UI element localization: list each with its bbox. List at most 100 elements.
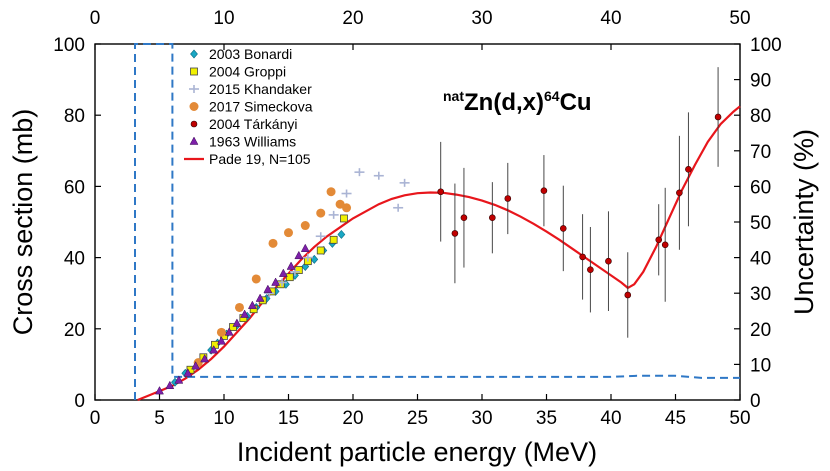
data-point bbox=[329, 235, 338, 244]
data-point bbox=[229, 323, 237, 331]
data-point bbox=[460, 214, 468, 222]
x-bottom-tick-label: 35 bbox=[536, 408, 557, 429]
reaction-sup: 64 bbox=[544, 88, 560, 104]
data-point bbox=[209, 345, 219, 354]
data-point bbox=[335, 199, 345, 209]
data-point bbox=[714, 113, 722, 121]
data-point bbox=[294, 250, 304, 260]
legend-entry-label: 2017 Simeckova bbox=[209, 99, 313, 115]
x-bottom-tick-label: 25 bbox=[407, 408, 428, 429]
data-point bbox=[341, 189, 352, 198]
x-top-tick-label: 0 bbox=[90, 8, 101, 29]
y2-axis-title: Uncertainty (%) bbox=[789, 129, 819, 315]
data-point bbox=[217, 336, 226, 345]
data-point bbox=[540, 187, 548, 194]
pade-fit-curve bbox=[137, 105, 741, 402]
data-point bbox=[337, 230, 346, 239]
data-point bbox=[579, 253, 586, 261]
y-right-tick-label: 80 bbox=[750, 106, 771, 127]
reaction-pre: nat bbox=[443, 88, 464, 104]
y-right-tick-label: 100 bbox=[750, 35, 782, 56]
x-top-tick-label: 10 bbox=[213, 8, 234, 29]
y-right-tick-label: 20 bbox=[750, 320, 771, 341]
y-left-tick-label: 100 bbox=[53, 35, 85, 56]
x-bottom-tick-label: 15 bbox=[278, 408, 299, 429]
x-bottom-tick-label: 40 bbox=[600, 408, 621, 429]
plot-frame bbox=[94, 43, 741, 401]
data-point bbox=[316, 208, 326, 218]
legend-marker bbox=[189, 136, 199, 145]
data-point bbox=[155, 386, 164, 395]
y-right-tick-label: 0 bbox=[750, 391, 761, 412]
legend-marker bbox=[190, 67, 198, 76]
data-point bbox=[234, 302, 244, 312]
data-point bbox=[286, 261, 296, 270]
data-point bbox=[300, 221, 310, 231]
data-point bbox=[310, 254, 319, 264]
data-point bbox=[504, 195, 512, 202]
data-point bbox=[165, 380, 175, 390]
data-point bbox=[624, 291, 632, 299]
x-bottom-tick-label: 20 bbox=[342, 408, 363, 429]
curves bbox=[134, 43, 741, 402]
y-right-tick-label: 60 bbox=[750, 177, 771, 198]
data-point bbox=[200, 354, 210, 363]
data-point bbox=[393, 203, 404, 212]
data-point bbox=[685, 166, 692, 173]
data-point bbox=[191, 361, 201, 370]
legend-entry-label: Pade 19, N=105 bbox=[209, 151, 311, 167]
y-right-tick-label: 30 bbox=[750, 284, 771, 305]
reaction-main: Zn(d,x) bbox=[464, 89, 544, 116]
x-top-tick-label: 30 bbox=[471, 8, 492, 29]
y-right-tick-label: 70 bbox=[750, 142, 771, 163]
legend-entry-label: 2003 Bonardi bbox=[209, 46, 292, 62]
legend-marker bbox=[189, 102, 199, 111]
data-point bbox=[340, 214, 348, 223]
data-point bbox=[587, 266, 594, 274]
data-point bbox=[211, 340, 219, 349]
data-point bbox=[315, 232, 326, 241]
x-bottom-tick-label: 10 bbox=[213, 408, 234, 429]
y-right-tick-label: 40 bbox=[750, 249, 771, 270]
data-point bbox=[354, 168, 365, 177]
x-bottom-tick-label: 30 bbox=[471, 408, 492, 429]
x-bottom-tick-label: 50 bbox=[729, 408, 750, 429]
data-point bbox=[328, 210, 339, 219]
data-point bbox=[247, 300, 257, 309]
x-bottom-tick-label: 45 bbox=[665, 408, 686, 429]
legend-marker bbox=[189, 85, 199, 93]
data-point bbox=[605, 257, 612, 265]
y-right-tick-label: 10 bbox=[750, 355, 771, 376]
data-markers bbox=[155, 67, 722, 395]
data-point bbox=[263, 284, 273, 293]
y-right-tick-label: 50 bbox=[750, 213, 771, 234]
data-point bbox=[451, 230, 459, 237]
x-top-tick-label: 40 bbox=[600, 8, 621, 29]
x-top-tick-label: 20 bbox=[342, 8, 363, 29]
data-point bbox=[326, 187, 336, 197]
legend-entry-label: 1963 Williams bbox=[209, 134, 296, 150]
data-point bbox=[399, 178, 410, 187]
y-left-tick-label: 80 bbox=[64, 106, 85, 127]
data-point bbox=[437, 188, 445, 196]
data-point bbox=[240, 309, 250, 318]
data-point bbox=[316, 246, 325, 255]
y-left-tick-label: 20 bbox=[64, 320, 85, 341]
data-point bbox=[232, 318, 242, 327]
legend-entry-label: 2015 Khandaker bbox=[209, 81, 312, 97]
data-point bbox=[255, 293, 265, 302]
data-point bbox=[302, 253, 313, 262]
y-left-tick-label: 40 bbox=[64, 249, 85, 270]
x-bottom-tick-label: 0 bbox=[90, 408, 101, 429]
data-point bbox=[268, 238, 278, 248]
data-point bbox=[285, 273, 294, 282]
data-point bbox=[174, 375, 184, 384]
data-point bbox=[559, 225, 567, 232]
x-top-tick-label: 50 bbox=[729, 8, 750, 29]
data-point bbox=[277, 278, 288, 287]
axis-ticks: 0 5 10 15 20 25 30 35 40 45 500 10 20 30 40 50020406080… bbox=[53, 8, 781, 429]
data-point bbox=[676, 189, 683, 197]
uncertainty-curve bbox=[134, 43, 740, 400]
